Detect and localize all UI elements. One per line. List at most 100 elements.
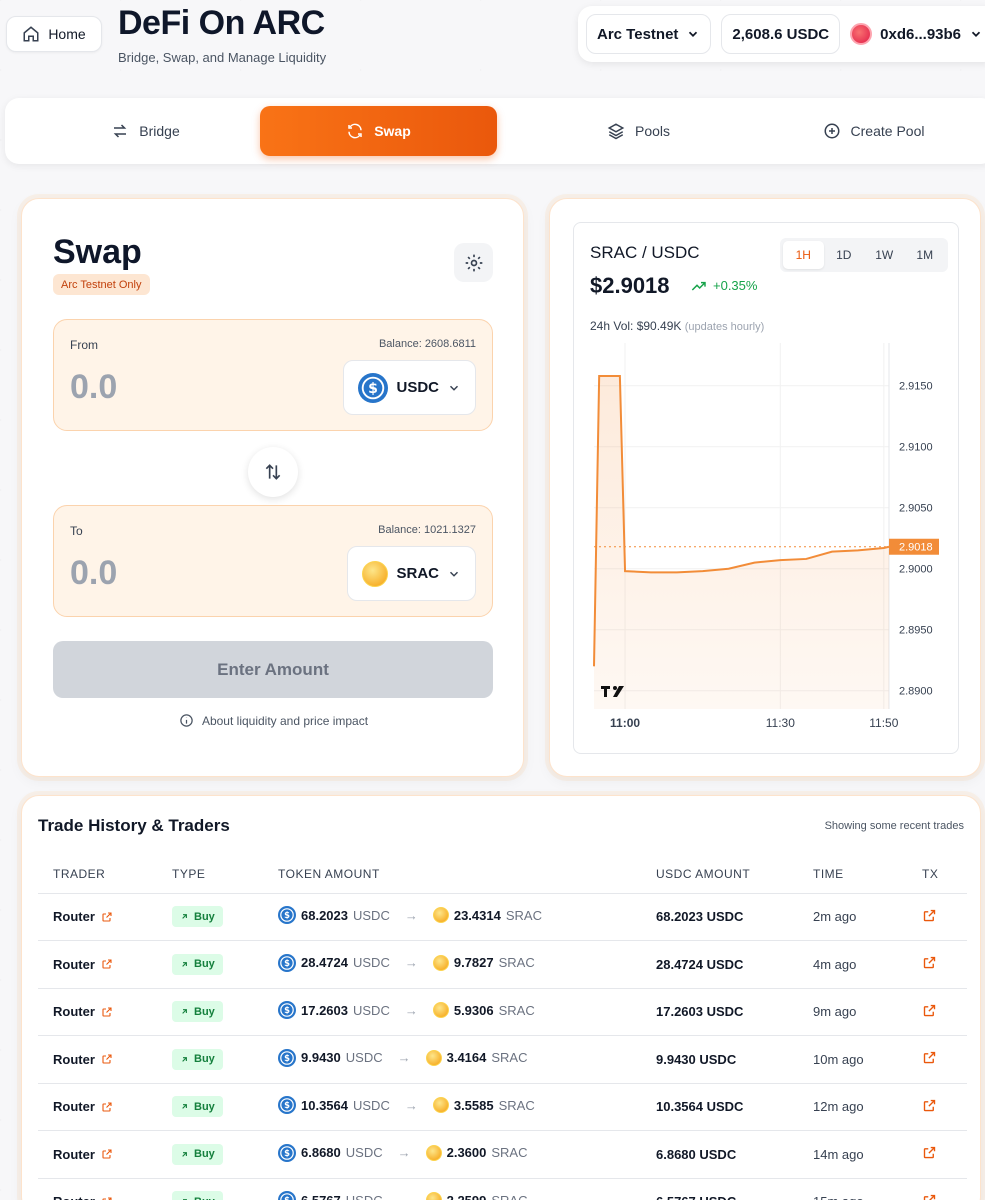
timeframe-1w[interactable]: 1W (875, 248, 894, 262)
price-area (594, 375, 889, 709)
to-amount-input[interactable]: 0.0 (70, 554, 118, 592)
from-amount-input[interactable]: 0.0 (70, 368, 118, 406)
to-token: SRAC (498, 955, 535, 971)
to-amount: 5.9306 (453, 1002, 494, 1018)
external-link-icon (923, 957, 936, 969)
external-link-icon (923, 1147, 936, 1159)
trade-history-card: Trade History & Traders Showing some rec… (21, 795, 981, 1200)
to-balance: Balance: 1021.1327 (378, 524, 476, 536)
from-amount: 28.4724 (301, 955, 348, 971)
token-amount-cell: $6.5767 USDC → 2.2599 SRAC (263, 1178, 641, 1200)
tab-swap[interactable]: Swap (260, 106, 497, 156)
tx-link[interactable] (922, 1052, 937, 1068)
price-chart[interactable]: 2.9150 2.9100 2.9050 2.9000 2.8950 2.8900 2.90… (574, 343, 960, 743)
y-tick-label: 2.9150 (899, 381, 933, 393)
tx-link[interactable] (922, 957, 937, 973)
flip-tokens-button[interactable] (248, 447, 298, 497)
current-price: $2.9018 (590, 273, 670, 298)
tx-link[interactable] (922, 909, 937, 926)
trader-link[interactable]: Router (53, 957, 113, 972)
tab-create-pool[interactable]: Create Pool (755, 106, 985, 156)
svg-text:$: $ (284, 1005, 290, 1015)
from-token: USDC (353, 907, 390, 923)
to-token: SRAC (498, 1002, 535, 1018)
x-tick-label: 11:00 (610, 716, 640, 730)
to-token-select[interactable]: SRAC (347, 546, 476, 601)
tx-link[interactable] (922, 1099, 937, 1116)
usdc-icon: $ (358, 372, 389, 403)
usdc-icon: $ (278, 906, 296, 925)
wallet-bar: Arc Testnet 2,608.6 USDC 0xd6...93b6 (578, 6, 985, 62)
to-token: SRAC (491, 1145, 528, 1161)
usdc-amount: 10.3564 USDC (641, 1083, 798, 1131)
home-button[interactable]: Home (6, 16, 102, 52)
timeframe-1m[interactable]: 1M (916, 248, 934, 262)
gear-icon (465, 254, 482, 271)
from-token: USDC (353, 1097, 390, 1113)
from-token-select[interactable]: $ USDC (343, 360, 476, 415)
swap-vertical-icon (265, 464, 281, 480)
trader-link[interactable]: Router (53, 1052, 113, 1067)
arrow-up-right-icon (182, 914, 187, 920)
settings-button[interactable] (454, 243, 493, 282)
usdc-icon: $ (278, 1191, 296, 1200)
balance-label: 2,608.6 USDC (732, 25, 830, 43)
wallet-balance: 2,608.6 USDC (721, 14, 841, 54)
trade-time: 12m ago (798, 1083, 907, 1131)
wallet-address: 0xd6...93b6 (880, 25, 962, 43)
usdc-icon: $ (278, 953, 296, 972)
volume-label: 24h Vol: $90.49K (590, 319, 682, 333)
trader-link[interactable]: Router (53, 1004, 113, 1019)
tab-bridge[interactable]: Bridge (27, 106, 264, 156)
type-label: Buy (194, 1100, 215, 1113)
volume-info: 24h Vol: $90.49K (updates hourly) (590, 319, 764, 333)
from-token: USDC (353, 955, 390, 971)
from-balance: Balance: 2608.6811 (378, 338, 476, 350)
trader-link[interactable]: Router (53, 1099, 113, 1114)
trade-time: 2m ago (798, 893, 907, 941)
to-amount: 23.4314 (453, 907, 501, 923)
usdc-amount: 6.8680 USDC (641, 1130, 798, 1179)
timeframe-1h[interactable]: 1H (783, 241, 824, 269)
arrow-up-right-icon (182, 1009, 187, 1015)
to-amount: 9.7827 (453, 955, 494, 971)
network-selector[interactable]: Arc Testnet (586, 14, 712, 54)
external-link-icon (923, 1099, 936, 1111)
usdc-amount: 6.5767 USDC (641, 1178, 798, 1200)
tx-link[interactable] (922, 1194, 937, 1200)
arrow-up-right-icon (182, 1151, 187, 1157)
trader-cell: Router (38, 1130, 157, 1179)
token-amount: $17.2603 USDC → 5.9306 SRAC (278, 1001, 535, 1020)
buy-badge: Buy (172, 1048, 223, 1070)
tx-link[interactable] (922, 1004, 937, 1021)
y-tick-label: 2.9050 (899, 503, 933, 515)
arrows-left-right-icon (113, 124, 127, 138)
to-token: SRAC (491, 1193, 527, 1200)
enter-amount-button[interactable]: Enter Amount (53, 641, 493, 698)
x-tick-label: 11:50 (869, 716, 898, 730)
table-row: Router Buy $6.5767 USDC → 2.2599 SRAC 6.5767 US… (38, 1178, 967, 1200)
layers-icon (607, 123, 625, 140)
trade-history-note: Showing some recent trades (824, 820, 964, 832)
wallet-account-button[interactable]: 0xd6...93b6 (850, 14, 985, 54)
tab-pools[interactable]: Pools (520, 106, 757, 156)
trader-link[interactable]: Router (53, 909, 113, 924)
external-link-icon (923, 1052, 936, 1064)
trending-up-icon (691, 281, 706, 291)
buy-badge: Buy (172, 906, 223, 928)
external-link-icon (102, 959, 112, 969)
chevron-down-icon (449, 571, 459, 577)
trader-link[interactable]: Router (53, 1147, 113, 1162)
tx-link[interactable] (922, 1147, 937, 1163)
col-tx: TX (907, 856, 967, 894)
usdc-icon: $ (278, 1048, 296, 1067)
type-cell: Buy (157, 1130, 263, 1179)
about-liquidity-link[interactable]: About liquidity and price impact (22, 713, 525, 728)
chart-panel: SRAC / USDC $2.9018 +0.35% 1H 1D 1W 1M 2… (573, 222, 959, 754)
trade-time: 15m ago (798, 1178, 907, 1200)
from-amount: 10.3564 (301, 1097, 348, 1113)
current-price-label: 2.9018 (899, 542, 933, 554)
trader-link[interactable]: Router (53, 1194, 113, 1200)
timeframe-1d[interactable]: 1D (836, 248, 852, 262)
arrow-right-icon: → (404, 955, 418, 971)
